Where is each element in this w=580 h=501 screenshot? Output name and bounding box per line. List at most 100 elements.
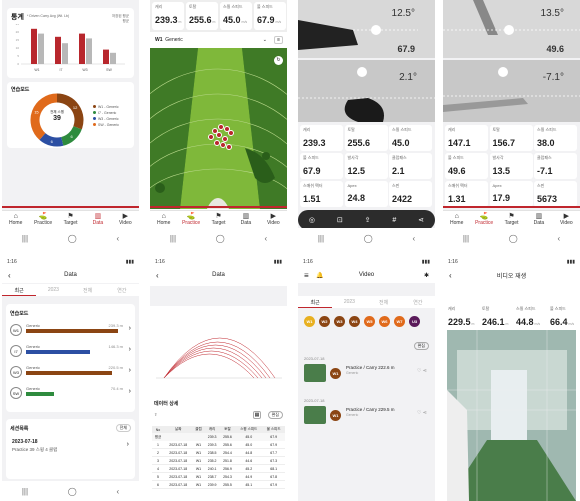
- tab-data[interactable]: ▥ Data: [232, 211, 259, 228]
- video-date: 2023-07-18: [304, 356, 325, 361]
- tab-home[interactable]: ⌂ Home: [443, 211, 470, 228]
- stat-value: 45.0: [223, 15, 241, 25]
- period-tab[interactable]: 연간: [117, 288, 127, 294]
- period-tab[interactable]: 2023: [343, 299, 355, 305]
- tab-video[interactable]: ▶ Video: [553, 211, 580, 228]
- back-nav-icon[interactable]: ‹: [264, 233, 268, 243]
- hash-icon[interactable]: #: [392, 216, 397, 224]
- legend-saved: 저장된 평균: [111, 14, 129, 18]
- club-badge: W1: [330, 410, 341, 421]
- metric-label: 볼 스피드: [303, 155, 319, 160]
- chevron-right-icon: ›: [128, 346, 131, 353]
- table-cell: 235.2: [207, 458, 217, 463]
- bell-icon[interactable]: 🔔: [316, 272, 324, 279]
- tab-label: Practice: [34, 220, 53, 226]
- tab-data[interactable]: ▥ Data: [84, 211, 111, 228]
- page-title: Data: [212, 272, 225, 278]
- club-filter-chip[interactable]: W6: [379, 316, 390, 327]
- recent-apps-icon[interactable]: |||: [462, 233, 470, 243]
- back-icon[interactable]: ‹: [156, 270, 159, 280]
- chevron-right-icon[interactable]: ›: [126, 441, 129, 448]
- tab-home[interactable]: ⌂ Home: [150, 211, 177, 228]
- settings-icon[interactable]: ≡: [274, 36, 283, 44]
- table-cell: 255.6: [223, 442, 232, 447]
- export-icon[interactable]: ⇪: [154, 412, 158, 417]
- bar: [86, 38, 92, 64]
- club-filter-chip[interactable]: W3: [334, 316, 345, 327]
- tab-data[interactable]: ▥ Data: [525, 211, 552, 228]
- back-nav-icon[interactable]: ‹: [116, 486, 120, 496]
- column-header: 스윙 스피드: [240, 427, 258, 431]
- tab-label: Target: [211, 220, 226, 226]
- tab-label: Practice: [475, 220, 494, 226]
- club-filter-chip[interactable]: U3: [409, 316, 420, 327]
- period-tab[interactable]: 연간: [413, 300, 423, 306]
- video-item[interactable]: 2023-07-18 W1 Practice / Carry 229.5 m Gene…: [302, 398, 431, 436]
- recent-apps-icon[interactable]: |||: [21, 486, 29, 496]
- back-nav-icon[interactable]: ‹: [116, 233, 120, 243]
- crop-icon[interactable]: ⊡: [336, 217, 343, 224]
- menu-icon[interactable]: ≡: [304, 270, 309, 280]
- home-nav-icon[interactable]: ◯: [67, 233, 77, 243]
- club-filter-chip[interactable]: W1: [304, 316, 315, 327]
- period-tab[interactable]: 전체: [379, 300, 389, 306]
- tab-home[interactable]: ⌂ Home: [2, 211, 29, 228]
- export-icon[interactable]: ⇪: [364, 217, 371, 224]
- tab-target[interactable]: ⚑ Target: [57, 211, 84, 228]
- club-row[interactable]: W1 Generic 239.3 m ›: [10, 322, 131, 340]
- video-item[interactable]: 2023-07-18 W1 Practice / Carry 222.6 m Gene…: [302, 356, 431, 394]
- club-selector[interactable]: W1 Generic ⌄ ≡: [150, 33, 287, 47]
- club-row[interactable]: W3 Generic 220.5 m ›: [10, 364, 131, 382]
- home-nav-icon[interactable]: ◯: [363, 233, 373, 243]
- back-icon[interactable]: ‹: [8, 270, 11, 280]
- tab-practice[interactable]: ⛳ Practice: [177, 211, 204, 228]
- recent-apps-icon[interactable]: |||: [317, 233, 325, 243]
- legend-swatch: [93, 105, 96, 108]
- club-row[interactable]: I7 Generic 146.3 m ›: [10, 343, 131, 361]
- club-filter-chip[interactable]: W2: [319, 316, 330, 327]
- tab-video[interactable]: ▶ Video: [112, 211, 139, 228]
- tab-target[interactable]: ⚑ Target: [205, 211, 232, 228]
- video-stats-row: 캐리 229.5m 토탈 246.1m 스윙 스피드 44.8m/s 볼 스피드 66.4m/…: [443, 302, 580, 330]
- target-icon: ⚑: [508, 213, 515, 220]
- table-cell: 67.9: [270, 442, 278, 447]
- table-cell: 5: [157, 474, 159, 479]
- period-tab[interactable]: 전체: [83, 288, 93, 294]
- tab-label: Home: [9, 220, 23, 226]
- club-filter-chip[interactable]: W7: [394, 316, 405, 327]
- tab-label: Video: [559, 220, 573, 226]
- screen-video-player: 1:16 ▮▮▮ ‹ 비디오 재생 캐리 229.5m 토탈 246.1m 스윙 스피드 44…: [443, 256, 580, 501]
- swing-video[interactable]: [447, 330, 576, 501]
- refresh-icon[interactable]: ↻: [274, 56, 283, 65]
- recent-apps-icon[interactable]: |||: [21, 233, 29, 243]
- target-icon[interactable]: ◎: [308, 217, 316, 224]
- club-filter-chip[interactable]: W5: [364, 316, 375, 327]
- back-nav-icon[interactable]: ‹: [412, 233, 416, 243]
- period-tab[interactable]: 최근: [298, 296, 333, 308]
- table-cell: 2: [157, 450, 159, 455]
- back-icon[interactable]: ‹: [449, 270, 452, 280]
- club-filter-chip[interactable]: W4: [349, 316, 360, 327]
- home-icon: ⌂: [161, 213, 166, 220]
- view-all-button[interactable]: 전체: [115, 424, 131, 432]
- grid-icon[interactable]: ▦: [253, 411, 261, 419]
- period-tab[interactable]: 2023: [47, 287, 59, 293]
- home-nav-icon[interactable]: ◯: [215, 233, 225, 243]
- tab-practice[interactable]: ⛳ Practice: [29, 211, 56, 228]
- edit-button[interactable]: 편집: [413, 342, 429, 350]
- recent-apps-icon[interactable]: |||: [169, 233, 177, 243]
- club-row[interactable]: SW Generic 70.4 m ›: [10, 385, 131, 403]
- table-row: 5 2023-07-18 W1 238.7 254.3 44.9 67.8: [152, 473, 285, 481]
- share-icon[interactable]: ⋖: [418, 217, 424, 224]
- tab-practice[interactable]: ⛳ Practice: [470, 211, 497, 228]
- back-nav-icon[interactable]: ‹: [557, 233, 561, 243]
- edit-button[interactable]: 편집: [267, 411, 283, 419]
- home-nav-icon[interactable]: ◯: [508, 233, 518, 243]
- club-bar: [26, 392, 54, 396]
- home-nav-icon[interactable]: ◯: [67, 486, 77, 496]
- bluetooth-icon[interactable]: ✱: [423, 272, 429, 279]
- signal-icon: ▮▮▮: [421, 259, 430, 265]
- tab-video[interactable]: ▶ Video: [260, 211, 287, 228]
- tab-target[interactable]: ⚑ Target: [498, 211, 525, 228]
- period-tab[interactable]: 최근: [2, 284, 37, 296]
